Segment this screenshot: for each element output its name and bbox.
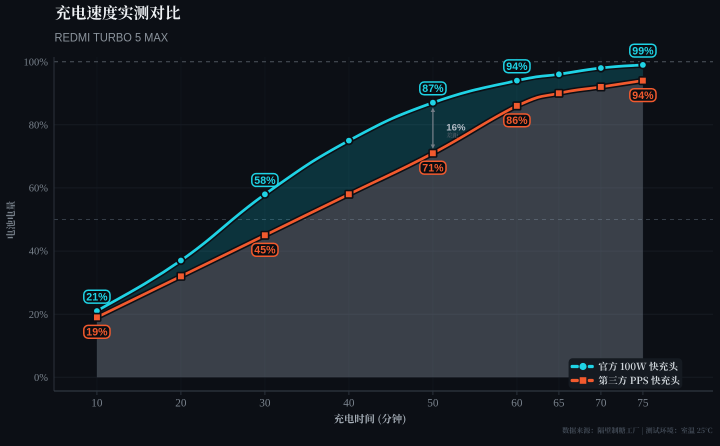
svg-text:100%: 100%: [24, 57, 49, 68]
svg-text:21%: 21%: [86, 292, 108, 304]
svg-text:REDMI TURBO 5 MAX: REDMI TURBO 5 MAX: [55, 31, 169, 45]
svg-text:87%: 87%: [422, 83, 444, 95]
svg-text:10: 10: [91, 397, 103, 409]
svg-text:94%: 94%: [632, 90, 654, 102]
svg-text:58%: 58%: [254, 175, 276, 187]
svg-text:30: 30: [259, 397, 271, 409]
svg-text:70: 70: [595, 397, 607, 409]
svg-text:40%: 40%: [29, 247, 49, 258]
svg-text:71%: 71%: [422, 163, 444, 175]
svg-text:99%: 99%: [632, 45, 654, 57]
svg-text:19%: 19%: [86, 327, 108, 339]
svg-text:94%: 94%: [506, 61, 528, 73]
svg-text:40: 40: [343, 397, 355, 409]
svg-text:20%: 20%: [29, 310, 49, 321]
svg-text:0%: 0%: [34, 373, 48, 384]
svg-text:16%: 16%: [446, 122, 466, 133]
svg-text:60: 60: [511, 397, 523, 409]
svg-text:65: 65: [553, 397, 565, 409]
svg-text:80%: 80%: [29, 120, 49, 131]
svg-text:45%: 45%: [254, 245, 276, 257]
svg-text:20: 20: [175, 397, 187, 409]
svg-text:60%: 60%: [29, 184, 49, 195]
svg-text:50: 50: [427, 397, 439, 409]
svg-text:86%: 86%: [506, 115, 528, 127]
svg-text:75: 75: [637, 397, 649, 409]
